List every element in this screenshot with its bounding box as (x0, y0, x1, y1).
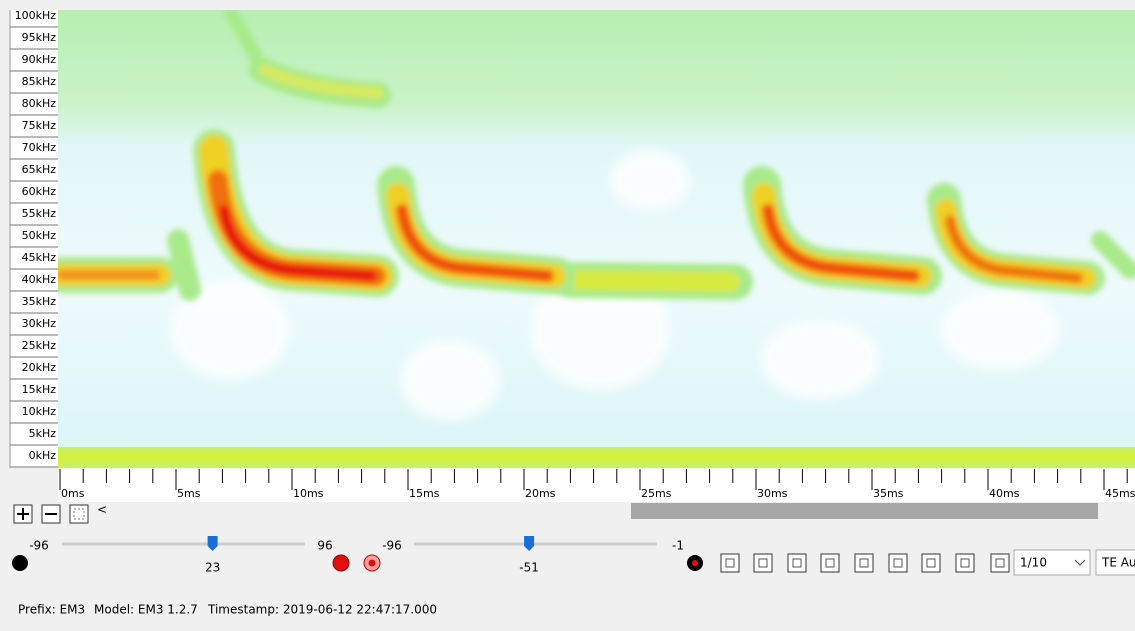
x-tick-label: 25ms (641, 487, 672, 500)
tool-button[interactable] (787, 553, 807, 573)
y-tick-label: 30kHz (22, 317, 57, 330)
x-tick-label: 10ms (293, 487, 324, 500)
x-tick-label: 35ms (873, 487, 904, 500)
slider-min: -96 (382, 539, 402, 553)
y-tick-label: 60kHz (22, 185, 57, 198)
rate-value: 1/10 (1020, 556, 1047, 570)
x-tick-label: 40ms (989, 487, 1020, 500)
slider-value: 23 (205, 561, 220, 575)
y-tick-label: 15kHz (22, 383, 57, 396)
x-tick-label: 45ms (1105, 487, 1135, 500)
tool-button[interactable] (955, 553, 975, 573)
tool-icon (758, 558, 768, 568)
slider-thumb[interactable] (524, 536, 535, 551)
slider-max: 96 (317, 539, 332, 553)
tool-button[interactable] (921, 553, 941, 573)
x-tick-label: 5ms (177, 487, 201, 500)
tool-button[interactable] (820, 553, 840, 573)
zoom-fit-button[interactable] (69, 504, 89, 524)
x-tick-label: 20ms (525, 487, 556, 500)
tool-button[interactable] (854, 553, 874, 573)
x-axis-panel (58, 468, 1135, 502)
y-axis-panel (10, 10, 58, 468)
slider-max: -1 (672, 539, 684, 553)
tool-icon (825, 558, 835, 568)
tool-icon (893, 558, 903, 568)
y-tick-label: 95kHz (22, 31, 57, 44)
y-tick-label: 100kHz (15, 9, 57, 22)
mode-value: TE Au (1101, 556, 1135, 570)
status-prefix: Prefix: EM3 (18, 603, 85, 617)
y-tick-label: 70kHz (22, 141, 57, 154)
y-tick-label: 25kHz (22, 339, 57, 352)
tool-icon (995, 558, 1005, 568)
slider-min: -96 (29, 539, 49, 553)
spectrogram (58, 10, 1135, 468)
slider-value: -51 (519, 561, 539, 575)
y-tick-label: 5kHz (29, 427, 57, 440)
y-tick-label: 55kHz (22, 207, 57, 220)
tool-icon (960, 558, 970, 568)
y-tick-label: 35kHz (22, 295, 57, 308)
y-tick-label: 40kHz (22, 273, 57, 286)
status-timestamp: Timestamp: 2019-06-12 22:47:17.000 (207, 603, 437, 617)
tool-icon (792, 558, 802, 568)
slider-thumb[interactable] (207, 536, 218, 551)
color-swatch-black[interactable] (12, 555, 28, 571)
x-tick-label: 30ms (757, 487, 788, 500)
tool-icon (859, 558, 869, 568)
zoom-buttons (13, 504, 89, 524)
x-tick-label: 15ms (409, 487, 440, 500)
tool-button[interactable] (753, 553, 773, 573)
tool-button[interactable] (888, 553, 908, 573)
toolbar (720, 553, 1010, 573)
y-tick-label: 10kHz (22, 405, 57, 418)
tool-icon (926, 558, 936, 568)
y-tick-label: 50kHz (22, 229, 57, 242)
color-swatch-red[interactable] (332, 554, 350, 572)
scrollbar-thumb[interactable] (631, 503, 1098, 519)
tool-icon (725, 558, 735, 568)
y-tick-label: 90kHz (22, 53, 57, 66)
x-tick-label: 0ms (61, 487, 85, 500)
y-tick-label: 45kHz (22, 251, 57, 264)
y-tick-label: 20kHz (22, 361, 57, 374)
status-model: Model: EM3 1.2.7 (94, 603, 198, 617)
y-tick-label: 85kHz (22, 75, 57, 88)
y-tick-label: 65kHz (22, 163, 57, 176)
tool-button[interactable] (990, 553, 1010, 573)
scroll-left[interactable]: < (97, 503, 107, 517)
y-tick-label: 80kHz (22, 97, 57, 110)
y-tick-label: 75kHz (22, 119, 57, 132)
tool-button[interactable] (720, 553, 740, 573)
mode-dropdown[interactable] (1095, 549, 1135, 576)
y-tick-label: 0kHz (29, 449, 57, 462)
